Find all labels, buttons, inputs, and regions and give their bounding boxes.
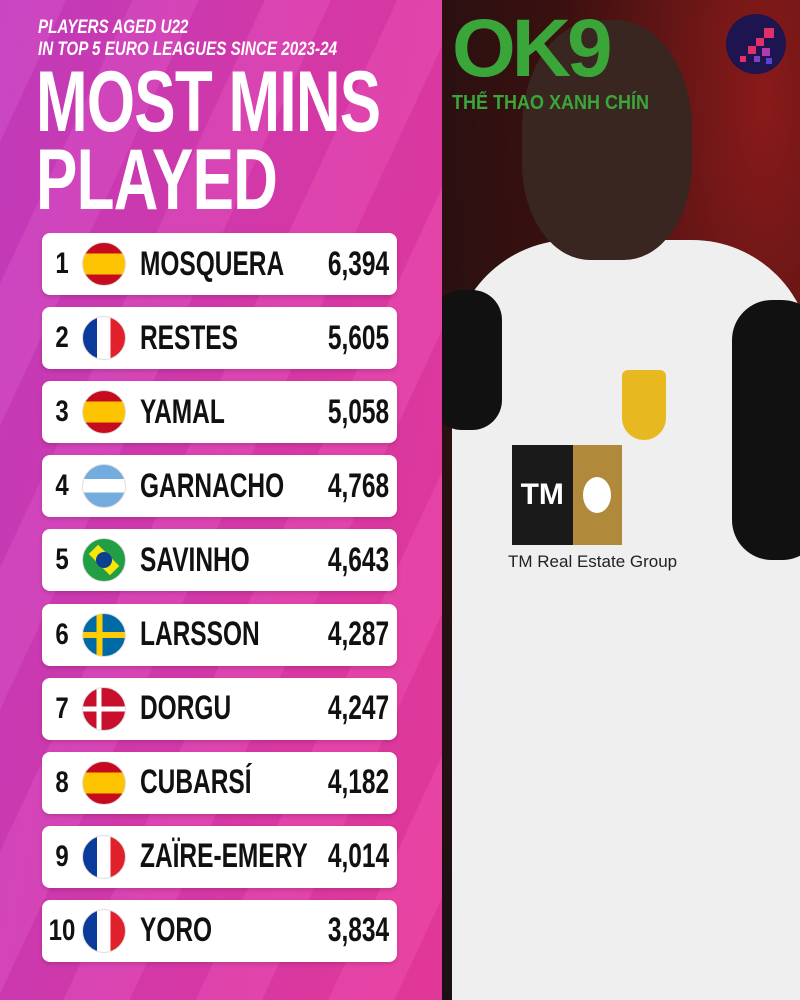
flag-fr-icon	[82, 834, 126, 879]
rank: 1	[55, 247, 69, 280]
title-line2: PLAYED	[36, 132, 278, 228]
brand-badge-icon	[726, 14, 786, 74]
minutes-value: 5,058	[327, 392, 389, 431]
rank: 8	[55, 765, 69, 799]
player-row: 4 GARNACHO 4,768	[42, 455, 397, 518]
player-name: SAVINHO	[140, 540, 250, 579]
player-name: RESTES	[140, 318, 238, 357]
rank: 6	[55, 617, 69, 651]
player-row: 10 YORO 3,834	[42, 899, 397, 962]
rank: 5	[55, 543, 69, 577]
minutes-value: 4,247	[327, 689, 389, 728]
flag-fr-icon	[82, 908, 126, 953]
rank: 3	[55, 395, 69, 429]
rank: 4	[55, 469, 69, 503]
club-crest	[622, 370, 666, 440]
sleeve-right	[732, 300, 800, 560]
minutes-value: 4,287	[327, 615, 389, 653]
player-row: 5 SAVINHO 4,643	[42, 529, 397, 592]
player-row: 8 CUBARSÍ 4,182	[42, 751, 397, 814]
flag-es-icon	[82, 390, 126, 435]
player-photo: TM TM Real Estate Group	[442, 0, 800, 1000]
watermark-logo-text: OK9	[452, 3, 613, 94]
minutes-value: 4,182	[327, 763, 389, 802]
watermark-tagline: THỂ THAO XANH CHÍN	[452, 92, 650, 114]
minutes-value: 4,768	[327, 466, 389, 505]
watermark-logo: OK9 THỂ THAO XANH CHÍN	[452, 3, 671, 115]
minutes-value: 4,014	[327, 837, 389, 876]
sponsor-logo: TM	[512, 445, 622, 545]
sponsor-text: TM Real Estate Group	[508, 552, 678, 571]
rank: 9	[55, 839, 69, 873]
minutes-value: 5,605	[327, 318, 389, 357]
player-row: 1 MOSQUERA 6,394	[42, 233, 397, 295]
player-name: YORO	[140, 911, 213, 950]
sleeve-left	[442, 290, 502, 430]
player-name: MOSQUERA	[140, 244, 285, 283]
subtitle-line2: IN TOP 5 EURO LEAGUES SINCE 2023-24	[38, 39, 338, 60]
flag-fr-icon	[82, 316, 126, 361]
flag-br-icon	[82, 538, 126, 583]
minutes-value: 3,834	[327, 911, 389, 950]
title-line1: MOST MINS	[36, 54, 381, 150]
flag-dk-icon	[82, 686, 126, 731]
sponsor-logo-text: TM	[512, 445, 573, 545]
minutes-value: 4,643	[327, 540, 389, 579]
player-name: YAMAL	[140, 392, 225, 431]
rank: 2	[55, 321, 69, 355]
flag-ar-icon	[82, 464, 126, 509]
player-row: 3 YAMAL 5,058	[42, 381, 397, 444]
flag-se-icon	[82, 612, 126, 657]
flag-es-icon	[82, 242, 126, 286]
player-row: 9 ZAÏRE-EMERY 4,014	[42, 825, 397, 888]
player-row: 6 LARSSON 4,287	[42, 603, 397, 666]
minutes-value: 6,394	[327, 244, 389, 283]
player-name: GARNACHO	[140, 466, 285, 505]
player-name: CUBARSÍ	[140, 763, 252, 802]
player-head	[522, 20, 692, 260]
rank: 10	[48, 913, 76, 947]
player-name: DORGU	[140, 689, 232, 728]
rank: 7	[55, 691, 69, 725]
flag-es-icon	[82, 760, 126, 805]
player-row: 7 DORGU 4,247	[42, 677, 397, 740]
subtitle-line1: PLAYERS AGED U22	[38, 17, 189, 38]
player-row: 2 RESTES 5,605	[42, 307, 397, 370]
player-name: LARSSON	[140, 615, 260, 653]
player-name: ZAÏRE-EMERY	[140, 837, 308, 876]
